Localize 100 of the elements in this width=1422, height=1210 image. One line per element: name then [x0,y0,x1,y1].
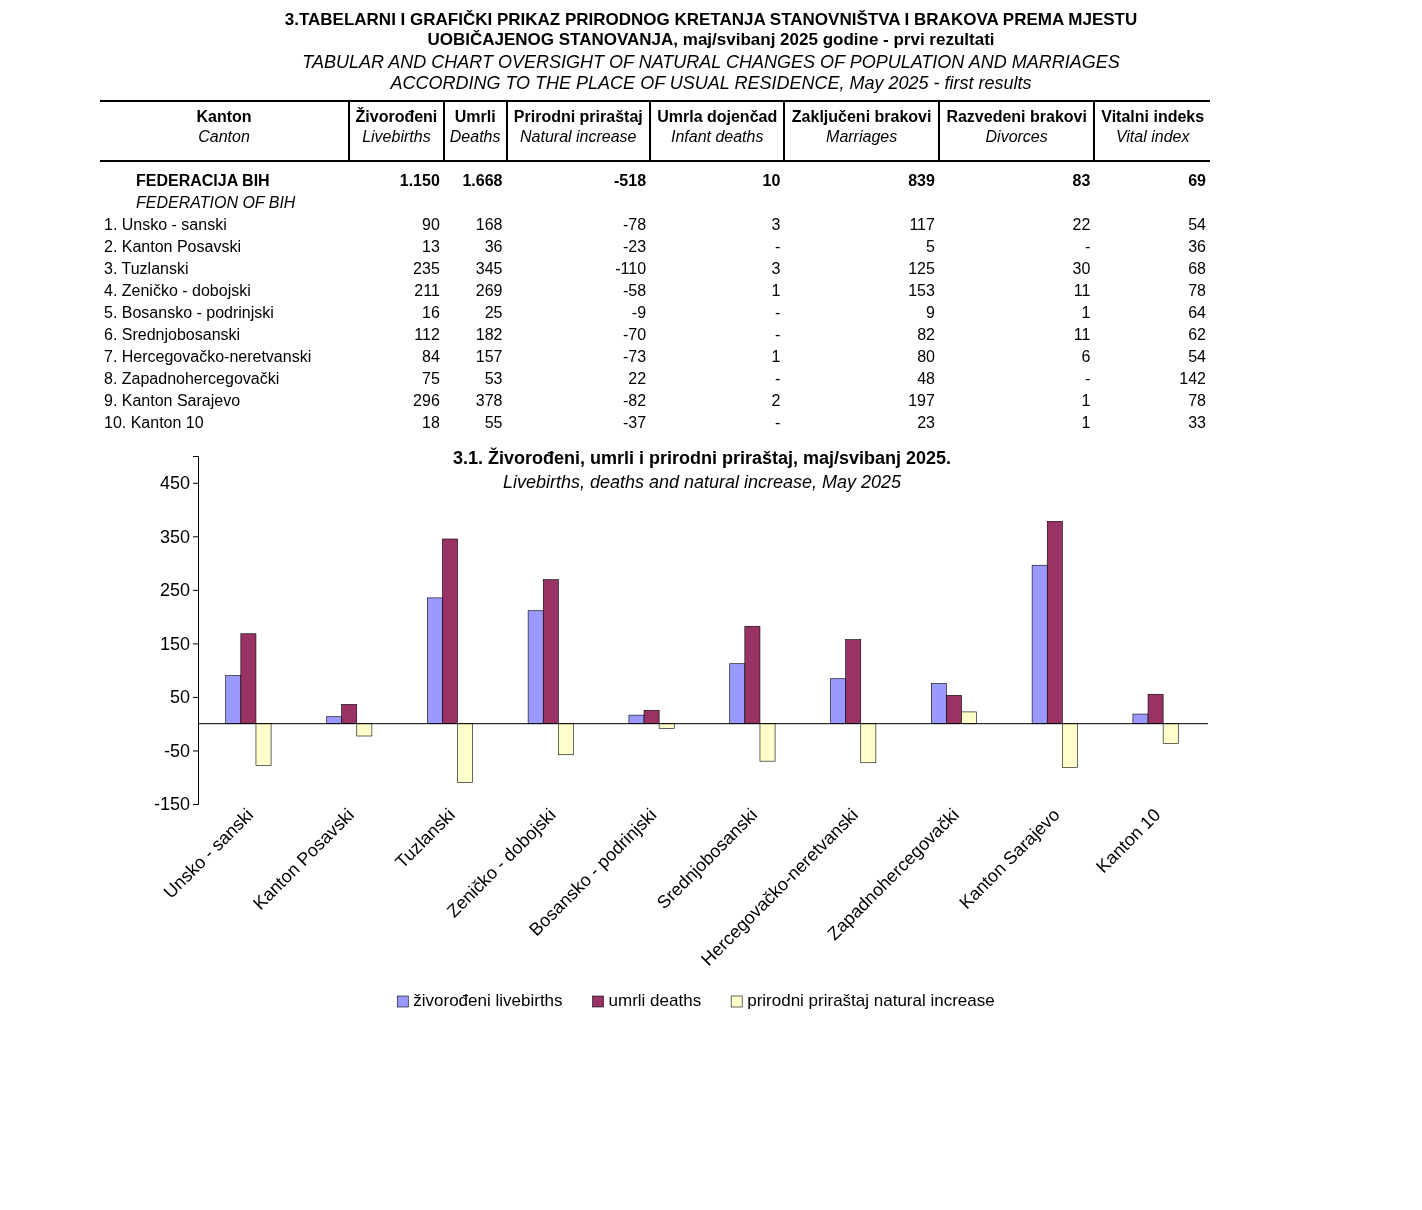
text: 23 [916,413,936,433]
text: -9 [630,303,648,323]
text: -23 [621,237,648,257]
text: 55 [483,413,504,433]
text: 80 [916,347,936,367]
text: 3.TABELARNI I GRAFIČKI PRIKAZ PRIRODNOG KRETANJA STANOVNIŠTVA I BRAKOVA PREMA MJESTU UOBIČAJENOG STANOVANJA, maj/svibanj 2025 godine - prvi rezultati [283,10,1139,50]
text: FEDERATION OF BIH [135,193,297,213]
text: 3. Tuzlanski [103,259,190,279]
text: Livebirths, deaths and natural increase, May 2025 [502,472,903,492]
text: 9. Kanton Sarajevo [103,391,242,411]
text: Živorođeni [349,101,444,126]
text: 53 [483,369,504,389]
text: Deaths [443,126,507,161]
text: 211 [413,281,441,301]
text: 182 [474,325,504,345]
text: 1 [1080,391,1092,411]
text: - [774,303,782,323]
text: Zaključeni brakovi [784,101,939,126]
text: 142 [1178,369,1207,389]
text: 1 [1080,413,1092,433]
text: -82 [621,391,648,411]
text: 78 [1187,281,1207,301]
text: 82 [916,325,936,345]
text: -78 [621,215,648,235]
text: 11 [1072,281,1092,301]
chart-title: 3.1. Živorođeni, umrli i prirodni priraštaj, maj/svibanj 2025. [452,447,952,468]
text: 69 [1187,171,1207,191]
text: 157 [474,347,504,367]
text: 1 [770,347,782,367]
text: -518 [613,171,648,191]
text: 48 [916,369,936,389]
text: - [1084,369,1092,389]
text: Razvedeni brakovi [938,101,1095,126]
y-tick-label: 250 [159,580,190,601]
text: 36 [1187,237,1207,257]
text: 168 [474,215,504,235]
text: 54 [1187,215,1207,235]
text: -58 [621,281,648,301]
text: Umrli [443,101,507,126]
text: - [774,413,782,433]
text: Vitalni indeks [1094,101,1210,126]
text: 7. Hercegovačko-neretvanski [103,347,313,367]
text: Divorces [938,126,1095,161]
text: Infant deaths [650,126,785,161]
y-tick-label: -50 [163,740,190,761]
text: 10 [761,171,782,191]
text: 117 [908,215,936,235]
text: 1 [1080,303,1092,323]
text: -70 [621,325,648,345]
text: - [774,325,782,345]
text: Vital index [1094,126,1210,161]
text: - [1084,237,1092,257]
text: -37 [621,413,648,433]
text: Kanton [100,101,349,126]
text: 10. Kanton 10 [103,413,205,433]
text: 839 [907,171,936,191]
text: 9 [925,303,936,323]
text: 6 [1080,347,1092,367]
text: 1. Unsko - sanski [103,215,228,235]
text: 2 [770,391,782,411]
text: 125 [907,259,936,279]
text: Umrla dojenčad [650,101,785,126]
text: 296 [412,391,441,411]
text: 5. Bosansko - podrinjski [103,303,275,323]
legend-label: živorođeni livebirths [413,991,563,1010]
text: 4. Zeničko - dobojski [103,281,252,301]
text: 345 [474,259,504,279]
text: 5 [925,237,936,257]
text: 13 [421,237,441,257]
text: -73 [621,347,648,367]
text: 22 [627,369,648,389]
text: 1 [770,281,782,301]
text: 62 [1187,325,1207,345]
text: 25 [483,303,504,323]
text: 18 [421,413,441,433]
text: Livebirths [349,126,444,161]
y-tick-label: 350 [159,526,190,547]
text: 3 [770,215,782,235]
text: - [774,237,782,257]
legend-label: prirodni priraštaj natural increase [747,991,995,1010]
text: 84 [421,347,441,367]
text: 16 [421,303,441,323]
y-tick-label: 150 [159,633,190,654]
y-tick-label: -150 [153,794,190,815]
text: 75 [421,369,441,389]
text: 1.150 [398,171,441,191]
text: Prirodni priraštaj [506,101,651,126]
text: TABULAR AND CHART OVERSIGHT OF NATURAL CHANGES OF POPULATION AND MARRIAGES ACCORDING TO THE PLACE OF USUAL RESIDENCE, May 2025 - first results [301,52,1121,94]
text: 378 [474,391,504,411]
text: 36 [483,237,504,257]
text: 64 [1187,303,1207,323]
text: 90 [421,215,441,235]
text: 6. Srednjobosanski [103,325,242,345]
text: 3 [770,259,782,279]
y-tick-label: 450 [159,473,190,494]
text: FEDERACIJA BIH [135,171,271,191]
text: 2. Kanton Posavski [103,237,242,257]
text: 197 [907,391,936,411]
text: 83 [1071,171,1092,191]
text: 153 [907,281,936,301]
